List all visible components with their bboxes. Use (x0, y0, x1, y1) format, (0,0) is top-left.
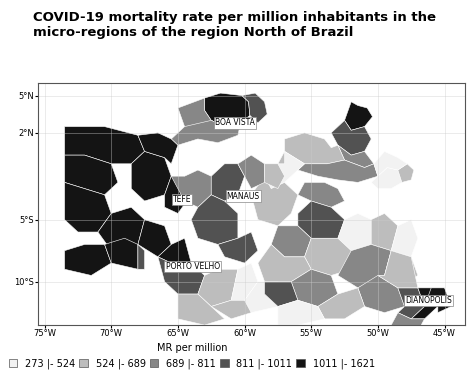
Polygon shape (158, 257, 205, 294)
Text: MANAUS: MANAUS (227, 192, 260, 201)
Polygon shape (318, 288, 365, 319)
Polygon shape (242, 93, 267, 123)
Polygon shape (391, 313, 425, 331)
Polygon shape (171, 120, 241, 145)
Polygon shape (304, 238, 351, 276)
Polygon shape (338, 145, 374, 167)
Polygon shape (105, 238, 138, 269)
Polygon shape (258, 245, 311, 282)
Polygon shape (138, 245, 145, 269)
Polygon shape (138, 133, 178, 164)
Polygon shape (391, 220, 418, 257)
Polygon shape (291, 269, 338, 307)
Polygon shape (298, 183, 345, 207)
Polygon shape (264, 164, 284, 189)
Polygon shape (331, 120, 371, 155)
Polygon shape (264, 282, 298, 307)
Polygon shape (238, 282, 278, 313)
Polygon shape (131, 152, 171, 201)
Polygon shape (298, 201, 345, 238)
Polygon shape (211, 300, 251, 319)
Polygon shape (378, 251, 418, 288)
Text: BOA VISTA: BOA VISTA (215, 118, 255, 127)
Polygon shape (231, 263, 258, 300)
Polygon shape (158, 238, 191, 263)
Polygon shape (398, 164, 414, 183)
Polygon shape (278, 152, 284, 164)
Polygon shape (211, 164, 245, 201)
Polygon shape (271, 226, 311, 257)
Polygon shape (371, 167, 402, 189)
Polygon shape (425, 288, 451, 313)
Polygon shape (411, 288, 438, 319)
Polygon shape (378, 251, 418, 288)
Polygon shape (358, 276, 404, 313)
Polygon shape (264, 152, 304, 189)
Polygon shape (238, 155, 264, 189)
Text: PORTO VELHO: PORTO VELHO (165, 262, 219, 271)
Polygon shape (251, 176, 298, 226)
Polygon shape (371, 214, 398, 251)
Polygon shape (345, 102, 373, 130)
Polygon shape (64, 183, 111, 232)
Text: DIANOPOLIS: DIANOPOLIS (405, 296, 452, 305)
Polygon shape (338, 214, 371, 251)
Polygon shape (374, 152, 407, 176)
Legend: 273 |- 524, 524 |- 689, 689 |- 811, 811 |- 1011, 1011 |- 1621: 273 |- 524, 524 |- 689, 689 |- 811, 811 … (9, 343, 375, 369)
Polygon shape (278, 300, 325, 325)
Polygon shape (171, 170, 211, 207)
Polygon shape (64, 245, 111, 276)
Polygon shape (98, 207, 145, 251)
Polygon shape (164, 176, 191, 214)
Polygon shape (64, 127, 145, 164)
Polygon shape (338, 245, 391, 288)
Polygon shape (205, 93, 250, 127)
Polygon shape (178, 294, 225, 325)
Polygon shape (398, 288, 425, 319)
Polygon shape (284, 133, 345, 164)
Text: TEFE: TEFE (173, 195, 191, 204)
Polygon shape (64, 155, 118, 195)
Polygon shape (198, 269, 238, 307)
Polygon shape (178, 98, 241, 143)
Polygon shape (298, 160, 378, 183)
Polygon shape (218, 232, 258, 263)
Polygon shape (138, 220, 171, 257)
Polygon shape (191, 195, 238, 245)
Text: COVID-19 mortality rate per million inhabitants in the
micro-regions of the regi: COVID-19 mortality rate per million inha… (33, 11, 436, 39)
